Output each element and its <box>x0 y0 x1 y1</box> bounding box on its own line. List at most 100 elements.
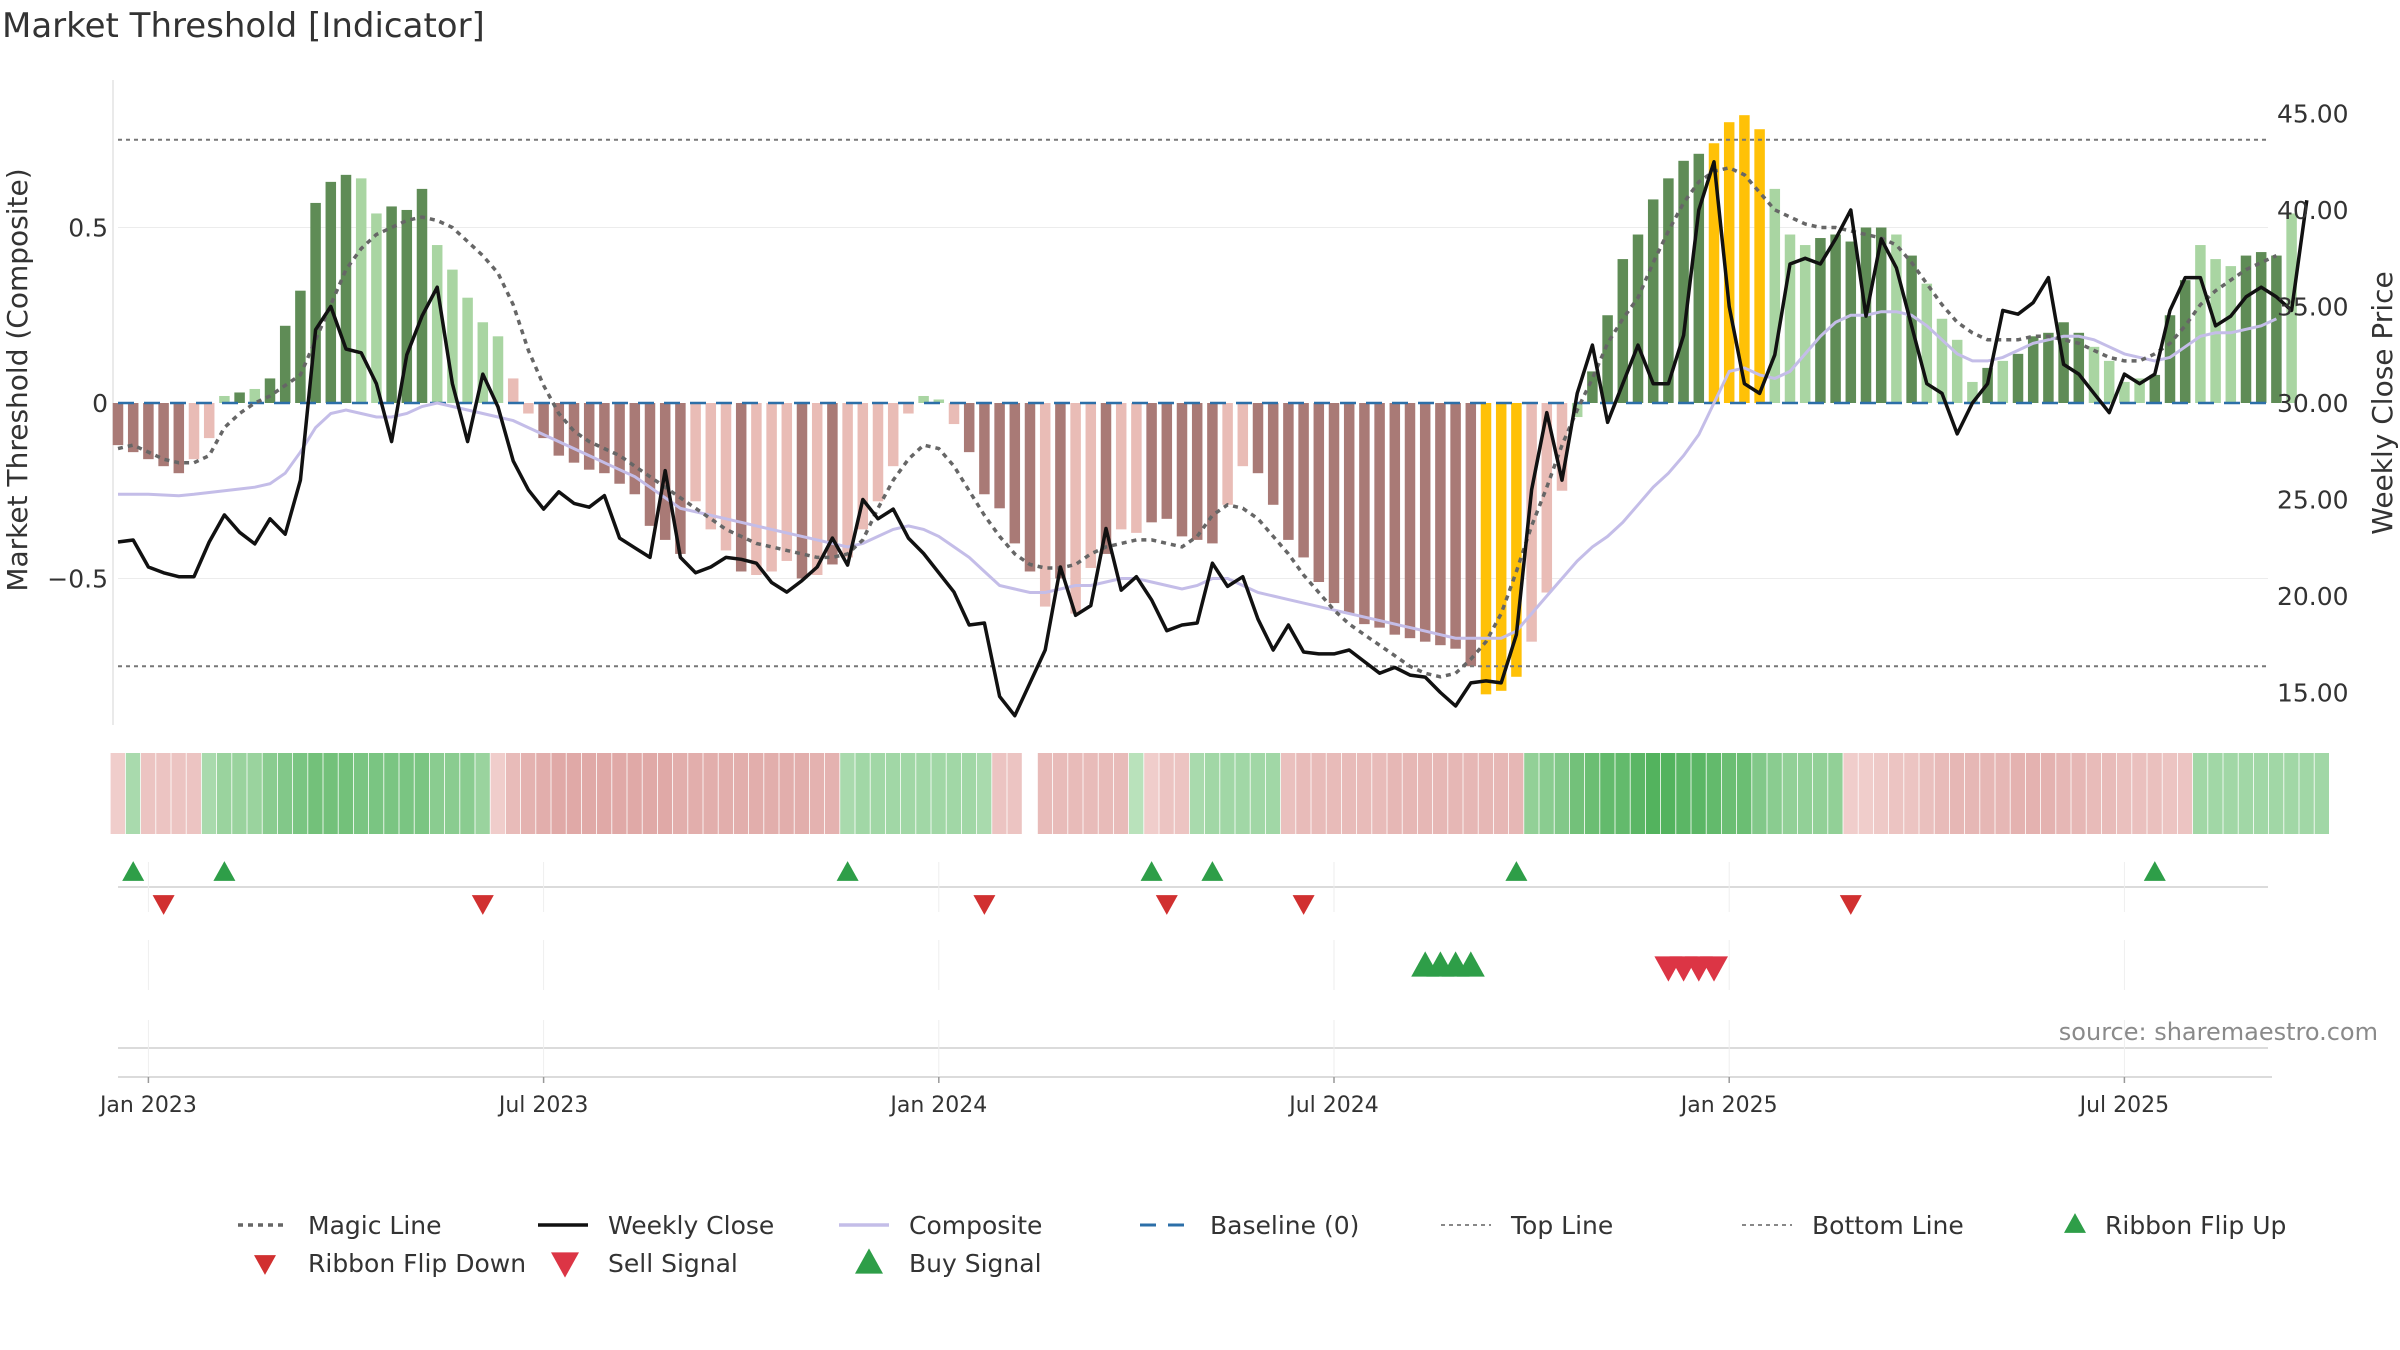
right-tick-label: 25.00 <box>2277 486 2349 515</box>
composite-bar <box>310 202 321 403</box>
composite-bar <box>1815 238 1826 403</box>
ribbon-cell <box>566 753 581 834</box>
composite-bar <box>1191 403 1203 540</box>
composite-bar <box>538 403 549 439</box>
ribbon-cell <box>1509 753 1524 834</box>
ribbon-cell <box>1737 753 1752 834</box>
composite-bar <box>842 403 853 558</box>
right-tick-label: 30.00 <box>2277 389 2349 418</box>
composite-bar <box>173 403 185 474</box>
composite-bar <box>1328 403 1340 604</box>
composite-bar <box>781 403 793 561</box>
composite-bar <box>1298 403 1309 558</box>
source-credit: source: sharemaestro.com <box>2059 1018 2378 1046</box>
ribbon-cell <box>1357 753 1372 834</box>
legend-item: Sell Signal <box>551 1249 738 1278</box>
ribbon-cell <box>2056 753 2071 834</box>
legend-item: Weekly Close <box>538 1211 774 1240</box>
composite-bars <box>112 115 2297 695</box>
ribbon-cell <box>2132 753 2147 834</box>
composite-bar <box>279 325 291 403</box>
x-tick-label: Jul 2023 <box>497 1093 589 1118</box>
left-axis-ticks: 0.5 0 −0.5 <box>47 214 108 594</box>
ribbon-flip-down-marker <box>1155 895 1178 915</box>
composite-bar <box>1237 403 1249 467</box>
signal-panel <box>118 940 2268 1075</box>
ribbon-cell <box>1600 753 1615 834</box>
ribbon-cell <box>809 753 825 834</box>
ribbon-flip-up-marker <box>2143 861 2166 881</box>
composite-bar <box>1541 403 1553 593</box>
legend-item: Ribbon Flip Down <box>254 1249 526 1278</box>
composite-bar <box>1480 403 1492 695</box>
composite-bar <box>1921 283 1933 403</box>
composite-bar <box>1602 315 1613 403</box>
ribbon-cell <box>338 753 353 834</box>
legend-item: Ribbon Flip Up <box>2064 1211 2286 1240</box>
ribbon-cell <box>1053 753 1068 834</box>
ribbon-cell <box>1828 753 1843 834</box>
ribbon-cell <box>1554 753 1569 834</box>
composite-bar <box>2255 252 2267 403</box>
ribbon-cell <box>262 753 277 834</box>
ribbon-cell <box>1797 753 1813 834</box>
composite-bar <box>1055 403 1066 579</box>
composite-bar <box>325 181 337 403</box>
x-tick-label: Jan 2023 <box>98 1093 197 1118</box>
ribbon-cell <box>855 753 870 834</box>
ribbon-cell <box>1661 753 1676 834</box>
ribbon-cell <box>931 753 946 834</box>
ribbon-cell <box>1250 753 1265 834</box>
composite-bar <box>1085 403 1097 568</box>
right-axis-label: Weekly Close Price <box>2366 271 2399 534</box>
composite-bar <box>1678 160 1689 403</box>
composite-bar <box>1359 403 1370 625</box>
composite-bar <box>203 403 215 439</box>
ribbon-flip-up-marker <box>122 861 145 881</box>
legend-label: Top Line <box>1510 1211 1613 1240</box>
ribbon-cell <box>2071 753 2086 834</box>
ribbon-flip-up-marker <box>1201 861 1224 881</box>
ribbon-cell <box>749 753 764 834</box>
ribbon-cell <box>1539 753 1554 834</box>
composite-bar <box>1450 403 1461 649</box>
composite-bar <box>1647 199 1659 403</box>
ribbon-flip-panel <box>118 861 2268 915</box>
ribbon-cell <box>1813 753 1828 834</box>
ribbon-cell <box>2086 753 2101 834</box>
ribbon-cell <box>1296 753 1311 834</box>
composite-bar <box>1435 403 1446 646</box>
ribbon-flip-up-marker <box>1140 861 1163 881</box>
ribbon-cell <box>536 753 551 834</box>
composite-bar <box>219 395 230 403</box>
ribbon-cell <box>308 753 323 834</box>
ribbon-cell <box>1174 753 1189 834</box>
ribbon-cell <box>1417 753 1433 834</box>
ribbon-cell <box>642 753 657 834</box>
composite-bar <box>371 213 382 403</box>
ribbon-cell <box>1706 753 1721 834</box>
ribbon-cell <box>1615 753 1630 834</box>
ribbon-cell <box>505 753 521 834</box>
composite-bar <box>2088 346 2100 403</box>
composite-bar <box>1374 403 1385 628</box>
ribbon-cell <box>1235 753 1250 834</box>
composite-bar <box>1039 403 1051 607</box>
ribbon-cell <box>992 753 1007 834</box>
series-lines <box>117 160 2309 718</box>
ribbon-cell <box>1995 753 2010 834</box>
ribbon-cell <box>2284 753 2299 834</box>
reference-lines <box>118 138 2268 668</box>
x-tick-label: Jan 2025 <box>1679 1093 1778 1118</box>
ribbon-cell <box>293 753 308 834</box>
ribbon-cell <box>2238 753 2253 834</box>
legend-label: Bottom Line <box>1812 1211 1964 1240</box>
composite-bar <box>1936 318 1948 403</box>
ribbon-cell <box>110 753 125 834</box>
ribbon-cell <box>247 753 262 834</box>
ribbon-cell <box>2253 753 2269 834</box>
ribbon-cell <box>2193 753 2208 834</box>
composite-bar <box>1951 339 1963 403</box>
ribbon-cell <box>1387 753 1402 834</box>
ribbon-flip-up-swatch <box>2064 1213 2086 1233</box>
